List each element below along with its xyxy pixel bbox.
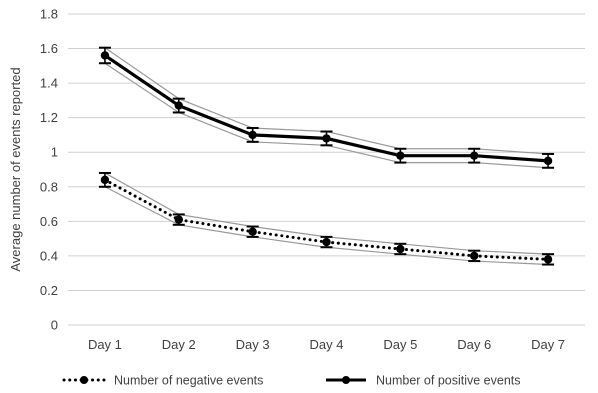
data-point: [322, 237, 331, 247]
legend: Number of negative events Number of posi…: [62, 374, 521, 388]
gridlines: [68, 13, 585, 326]
y-tick-label: 1.6: [40, 41, 58, 56]
y-tick-label: 1.8: [40, 7, 58, 22]
x-tick-labels: Day 1 Day 2 Day 3 Day 4 Day 5 Day 6 Day 7: [88, 337, 565, 352]
x-tick-label: Day 6: [457, 337, 491, 352]
y-tick-label: 0.6: [40, 214, 58, 229]
data-point: [174, 101, 183, 110]
y-tick-label: 1: [51, 145, 58, 160]
x-tick-label: Day 4: [310, 337, 344, 352]
data-point: [543, 156, 553, 166]
legend-negative-label: Number of negative events: [114, 374, 263, 388]
series: [98, 46, 555, 266]
y-tick-label: 1.4: [40, 76, 58, 91]
y-tick-label: 0.8: [40, 179, 58, 194]
data-point: [174, 215, 183, 224]
x-tick-label: Day 7: [531, 337, 565, 352]
y-tick-label: 0: [51, 318, 58, 333]
y-tick-label: 1.2: [40, 110, 58, 125]
data-point: [100, 175, 110, 185]
data-point: [322, 134, 331, 143]
series-positive: [98, 46, 555, 169]
data-point: [100, 51, 110, 60]
data-point: [396, 151, 405, 160]
data-point: [248, 130, 257, 140]
data-point: [470, 251, 479, 261]
data-point: [248, 227, 257, 236]
data-point: [470, 151, 479, 160]
y-axis-title: Average number of events reported: [8, 67, 23, 271]
series-lower-band: [104, 186, 549, 266]
x-tick-label: Day 2: [162, 337, 196, 352]
data-point: [543, 255, 553, 264]
y-tick-label: 0.4: [40, 248, 58, 263]
y-tick-labels: 0 0.2 0.4 0.6 0.8 1 1.2 1.4 1.6 1.8: [40, 7, 58, 333]
y-tick-label: 0.2: [40, 283, 58, 298]
legend-negative-marker: [80, 376, 88, 384]
x-tick-label: Day 5: [383, 337, 417, 352]
legend-positive-marker: [342, 376, 350, 384]
x-tick-label: Day 3: [236, 337, 270, 352]
legend-positive-label: Number of positive events: [376, 374, 521, 388]
series-negative: [98, 171, 555, 266]
data-point: [396, 244, 405, 254]
x-tick-label: Day 1: [88, 337, 122, 352]
